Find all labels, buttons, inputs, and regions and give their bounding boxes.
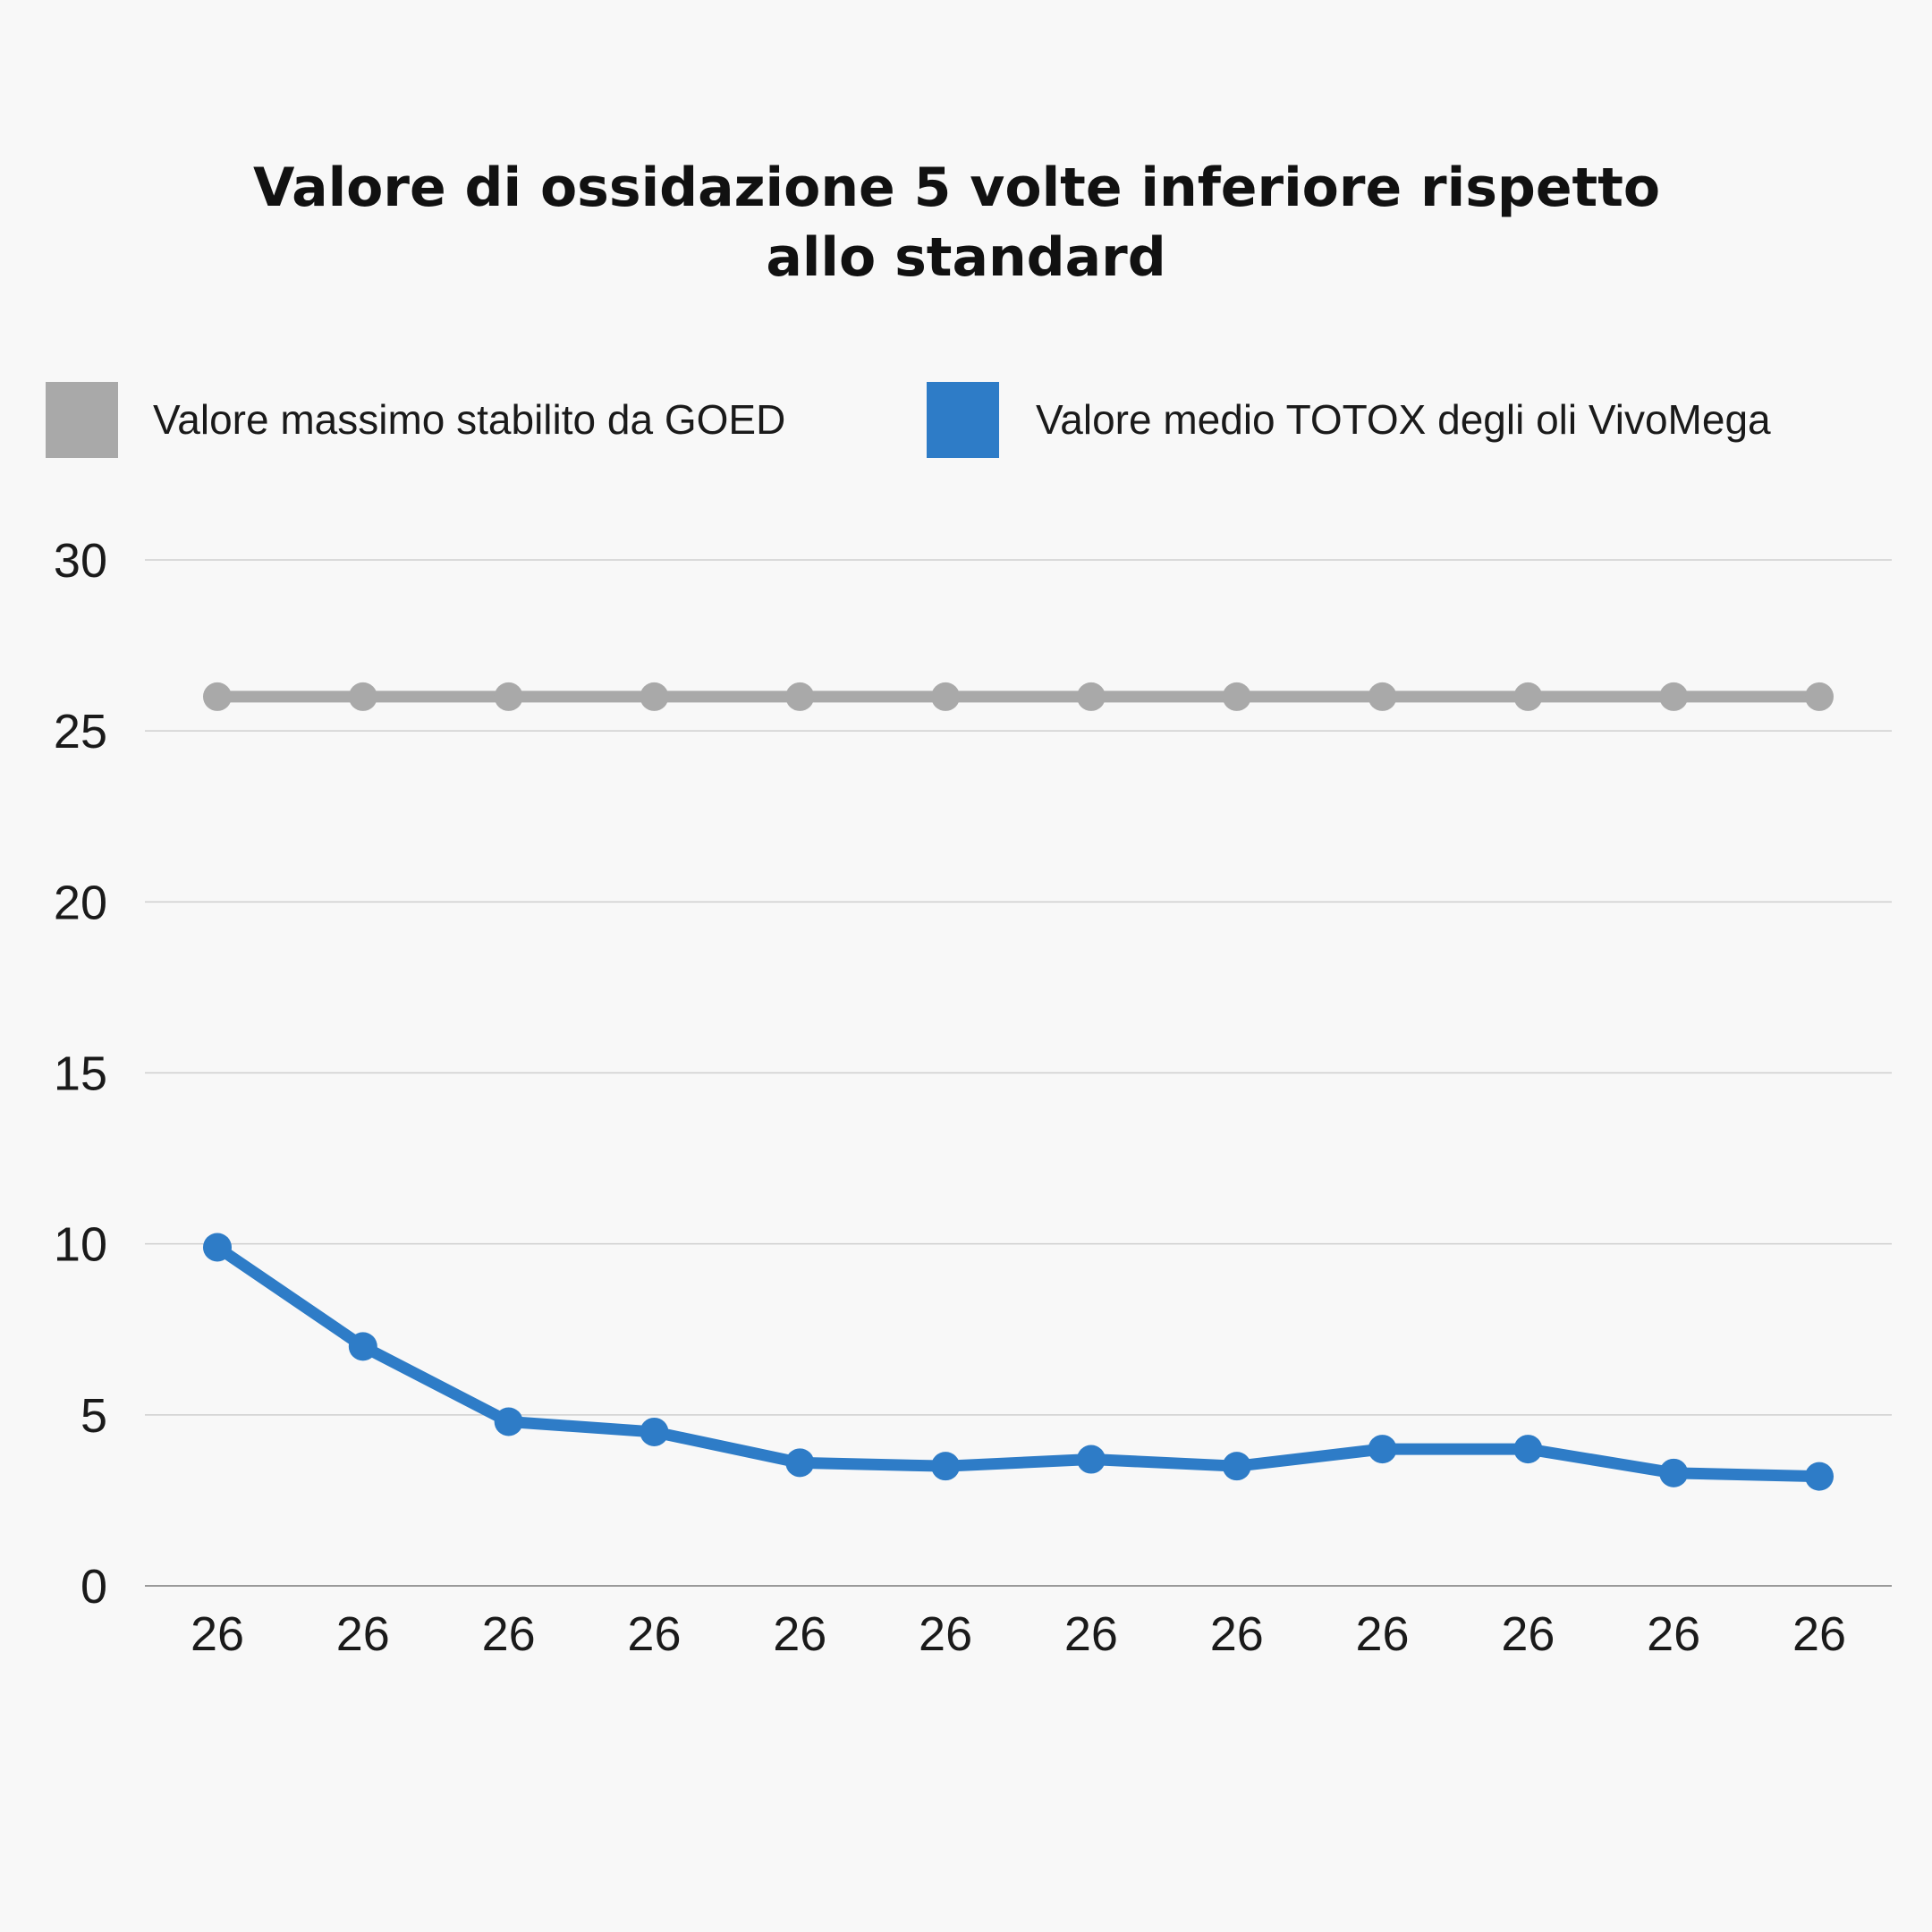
x-tick-label: 26 (919, 1607, 972, 1661)
legend: Valore massimo stabilito da GOED Valore … (46, 382, 1771, 458)
legend-swatch-goed (46, 382, 118, 458)
y-axis: 0 5 10 15 20 25 30 (54, 534, 107, 1614)
legend-item-vivomega[interactable]: Valore medio TOTOX degli oli VivoMega (927, 382, 1771, 458)
data-point[interactable] (494, 1407, 523, 1436)
x-axis: 26 26 26 26 26 26 26 26 26 26 26 26 (191, 1607, 1846, 1661)
gridlines (145, 559, 1892, 1587)
series-vivomega (203, 1233, 1834, 1491)
data-point[interactable] (1076, 682, 1106, 711)
x-tick-label: 26 (1064, 1607, 1118, 1661)
series-goed (203, 682, 1834, 711)
data-point[interactable] (1805, 682, 1834, 711)
chart-title-line-2: allo standard (766, 226, 1165, 289)
legend-swatch-vivomega (927, 382, 999, 458)
data-point[interactable] (1659, 682, 1689, 711)
series-lines (203, 682, 1834, 1491)
data-point[interactable] (1659, 1458, 1689, 1487)
legend-item-goed[interactable]: Valore massimo stabilito da GOED (46, 382, 785, 458)
legend-label-goed: Valore massimo stabilito da GOED (153, 396, 785, 443)
x-tick-label: 26 (1356, 1607, 1410, 1661)
y-tick-label: 30 (54, 534, 107, 588)
y-tick-label: 25 (54, 705, 107, 758)
x-tick-label: 26 (191, 1607, 244, 1661)
y-tick-label: 5 (80, 1389, 107, 1443)
data-point[interactable] (348, 1332, 377, 1361)
data-point[interactable] (348, 682, 377, 711)
data-point[interactable] (1368, 682, 1397, 711)
data-point[interactable] (1076, 1445, 1106, 1474)
y-tick-label: 0 (80, 1560, 107, 1614)
legend-label-vivomega: Valore medio TOTOX degli oli VivoMega (1036, 396, 1771, 443)
series-line (211, 1241, 1826, 1483)
data-point[interactable] (1513, 682, 1543, 711)
x-tick-label: 26 (1501, 1607, 1555, 1661)
data-point[interactable] (1805, 1462, 1834, 1491)
y-tick-label: 20 (54, 876, 107, 929)
y-tick-label: 15 (54, 1047, 107, 1101)
data-point[interactable] (640, 682, 669, 711)
data-point[interactable] (931, 1452, 961, 1481)
data-point[interactable] (1368, 1435, 1397, 1464)
data-point[interactable] (785, 1448, 815, 1478)
x-tick-label: 26 (1210, 1607, 1264, 1661)
x-tick-label: 26 (482, 1607, 536, 1661)
data-point[interactable] (640, 1417, 669, 1446)
data-point[interactable] (203, 1233, 232, 1262)
x-tick-label: 26 (627, 1607, 681, 1661)
x-tick-label: 26 (1792, 1607, 1846, 1661)
x-tick-label: 26 (773, 1607, 826, 1661)
x-tick-label: 26 (336, 1607, 390, 1661)
chart-title: Valore di ossidazione 5 volte inferiore … (253, 157, 1679, 289)
y-tick-label: 10 (54, 1218, 107, 1272)
chart-title-line-1: Valore di ossidazione 5 volte inferiore … (253, 157, 1660, 219)
data-point[interactable] (1222, 682, 1251, 711)
data-point[interactable] (931, 682, 961, 711)
x-tick-label: 26 (1647, 1607, 1700, 1661)
data-point[interactable] (1222, 1452, 1251, 1481)
data-point[interactable] (203, 682, 232, 711)
data-point[interactable] (1513, 1435, 1543, 1464)
data-point[interactable] (494, 682, 523, 711)
data-point[interactable] (785, 682, 815, 711)
